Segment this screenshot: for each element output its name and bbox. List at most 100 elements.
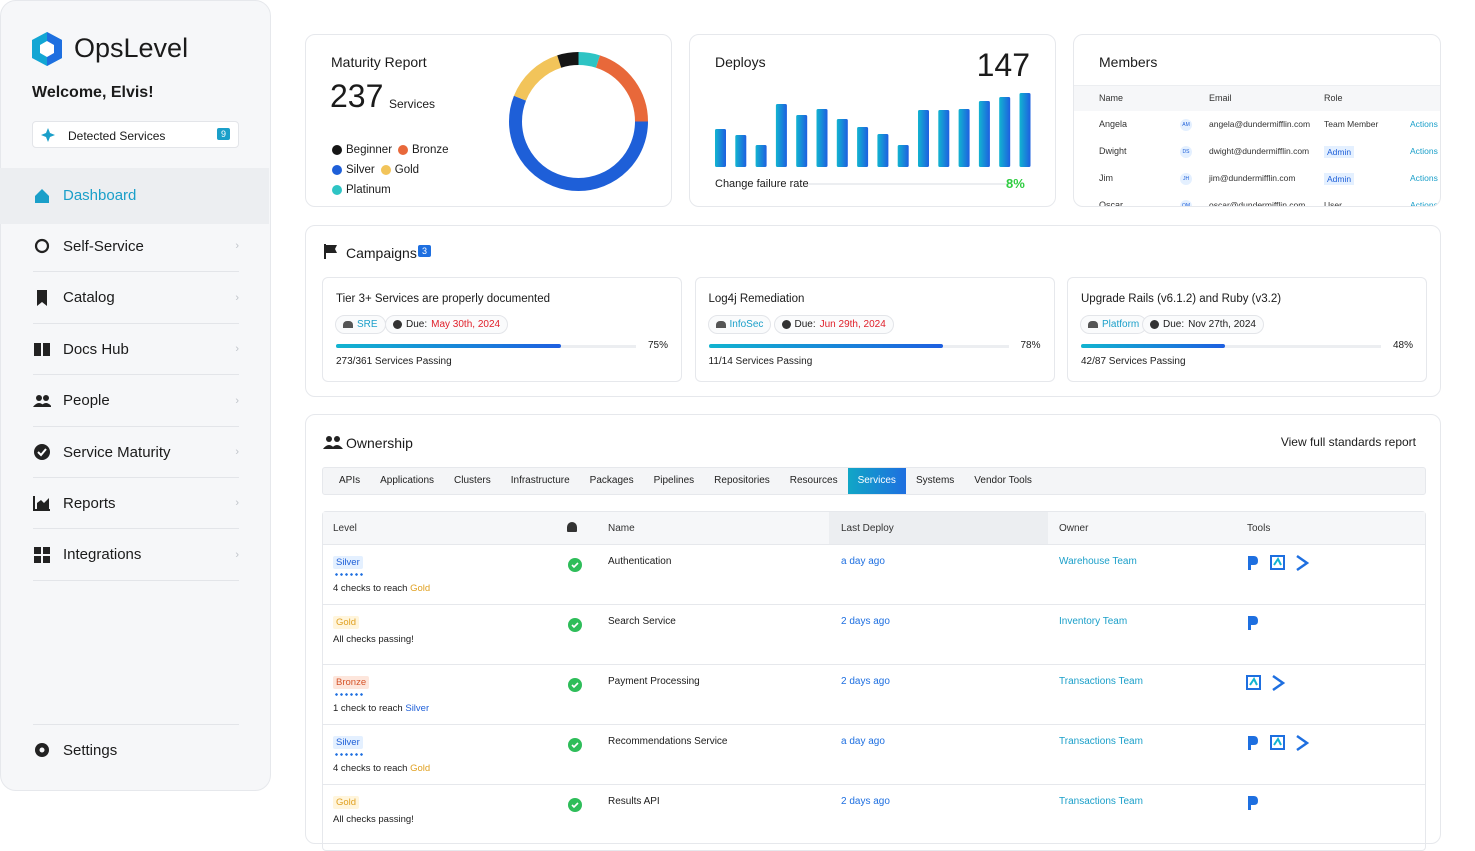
campaign-card[interactable]: Tier 3+ Services are properly documented… [322, 277, 682, 382]
tool-icon[interactable] [1293, 554, 1311, 572]
campaign-title: Log4j Remediation [708, 293, 805, 305]
tool-icon[interactable] [1269, 674, 1287, 692]
tab[interactable]: Applications [380, 475, 435, 486]
tool-icon[interactable] [1269, 734, 1287, 752]
deploy-bar [755, 145, 767, 167]
member-actions[interactable]: Actions [1410, 173, 1438, 183]
tool-icon[interactable] [1245, 614, 1263, 632]
nav-item[interactable]: Catalog › [33, 273, 239, 324]
maturity-donut [509, 52, 648, 191]
deploy-bar [918, 110, 929, 167]
nav-item[interactable]: Docs Hub › [33, 324, 239, 376]
nav-item[interactable]: Dashboard [33, 170, 239, 221]
member-actions[interactable]: Actions [1410, 146, 1438, 156]
maturity-unit: Services [389, 97, 436, 111]
service-name[interactable]: Search Service [608, 616, 676, 627]
member-role: Admin [1324, 146, 1355, 158]
deploys-bars [715, 93, 1031, 167]
owner[interactable]: Transactions Team [1059, 736, 1143, 747]
column-header[interactable]: Owner [1059, 523, 1089, 534]
service-name[interactable]: Results API [608, 796, 660, 807]
report-link[interactable]: View full standards report [1280, 435, 1416, 449]
nav-item[interactable]: Integrations › [33, 530, 239, 581]
due-label: Due: [794, 319, 816, 330]
tab[interactable]: Services [847, 468, 906, 494]
services-table: Level Name Last Deploy Owner Tools Silver 4 ch… [322, 511, 1426, 851]
ownership-card: Ownership View full standards report API… [305, 414, 1441, 851]
passing: 42/87 Services Passing [1081, 356, 1186, 367]
deploy-bar [978, 101, 990, 167]
legend-label: Silver [346, 164, 375, 176]
legend-label: Platinum [346, 184, 391, 196]
deploy-bar [836, 119, 848, 167]
clock-icon [1150, 320, 1159, 329]
member-avatar: DS [1180, 146, 1192, 158]
nav-item[interactable]: People › [33, 376, 239, 427]
tool-icon[interactable] [1245, 794, 1263, 812]
tool-icon[interactable] [1245, 674, 1263, 692]
check-text: All checks passing! [333, 814, 414, 825]
deploy-bar [877, 134, 889, 167]
column-header[interactable]: Name [608, 523, 635, 534]
due-date: Nov 27th, 2024 [1188, 319, 1256, 330]
tab[interactable]: Systems [915, 475, 955, 486]
column-header[interactable]: Level [333, 523, 357, 534]
member-name: Dwight [1099, 146, 1127, 156]
owner[interactable]: Inventory Team [1059, 616, 1128, 627]
tab[interactable]: Vendor Tools [974, 475, 1032, 486]
column-header[interactable]: Tools [1247, 523, 1271, 534]
service-name[interactable]: Payment Processing [608, 676, 700, 687]
column-header[interactable]: Last Deploy [841, 523, 894, 534]
tool-icon[interactable] [1293, 734, 1311, 752]
legend-swatch [398, 145, 409, 155]
tab[interactable]: Pipelines [653, 475, 695, 486]
chevron: › [235, 343, 239, 356]
last-deploy: a day ago [841, 736, 885, 747]
nav-item[interactable]: Reports › [33, 478, 239, 530]
metric-value: 8% [1006, 176, 1025, 191]
tab[interactable]: Packages [589, 475, 634, 486]
settings-link[interactable]: Settings [33, 724, 239, 775]
last-deploy: 2 days ago [841, 796, 890, 807]
members-title: Members [1099, 54, 1158, 70]
service-name[interactable]: Authentication [608, 556, 672, 567]
alert-column-icon [567, 522, 577, 532]
nav-item[interactable]: Service Maturity › [33, 427, 239, 478]
legend-item: Beginner [332, 141, 392, 159]
owner[interactable]: Transactions Team [1059, 676, 1143, 687]
detected-label: Detected Services [68, 129, 166, 143]
tab[interactable]: Clusters [454, 475, 491, 486]
owner[interactable]: Warehouse Team [1059, 556, 1137, 567]
status-check [568, 738, 582, 752]
detected-services[interactable]: Detected Services 9 [32, 121, 239, 148]
campaign-card[interactable]: Log4j Remediation InfoSec Due: Jun 29th, 20… [694, 277, 1055, 382]
maturity-title: Maturity Report [331, 54, 427, 70]
tool-icon[interactable] [1245, 734, 1263, 752]
legend-item: Gold [380, 161, 420, 179]
level-dots [334, 573, 364, 576]
nav-item[interactable]: Self-Service › [33, 221, 239, 273]
nav-label: Dashboard [63, 187, 137, 204]
tab[interactable]: APIs [339, 475, 361, 486]
nav-icon [34, 239, 50, 254]
check-text: 1 check to reach Silver [333, 703, 429, 714]
tab[interactable]: Repositories [714, 475, 770, 486]
owner[interactable]: Transactions Team [1059, 796, 1143, 807]
team-icon [343, 321, 353, 328]
nav-label: Reports [63, 494, 116, 512]
tool-icon[interactable] [1269, 554, 1287, 572]
tab[interactable]: Infrastructure [510, 475, 570, 486]
member-name: Oscar [1099, 200, 1124, 207]
campaign-card[interactable]: Upgrade Rails (v6.1.2) and Ruby (v3.2) Pl… [1067, 277, 1427, 382]
progress-label: 78% [1020, 340, 1041, 351]
tab[interactable]: Resources [789, 475, 838, 486]
service-name[interactable]: Recommendations Service [608, 736, 728, 747]
next-level: Silver [405, 703, 430, 714]
member-actions[interactable]: Actions [1410, 119, 1438, 129]
legend-label: Gold [394, 164, 420, 176]
member-actions[interactable]: Actions [1410, 200, 1438, 207]
nav-icon [33, 496, 50, 512]
campaign-team: Platform [1080, 315, 1148, 334]
tool-icon[interactable] [1245, 554, 1263, 572]
level-badge: Gold [333, 616, 360, 629]
